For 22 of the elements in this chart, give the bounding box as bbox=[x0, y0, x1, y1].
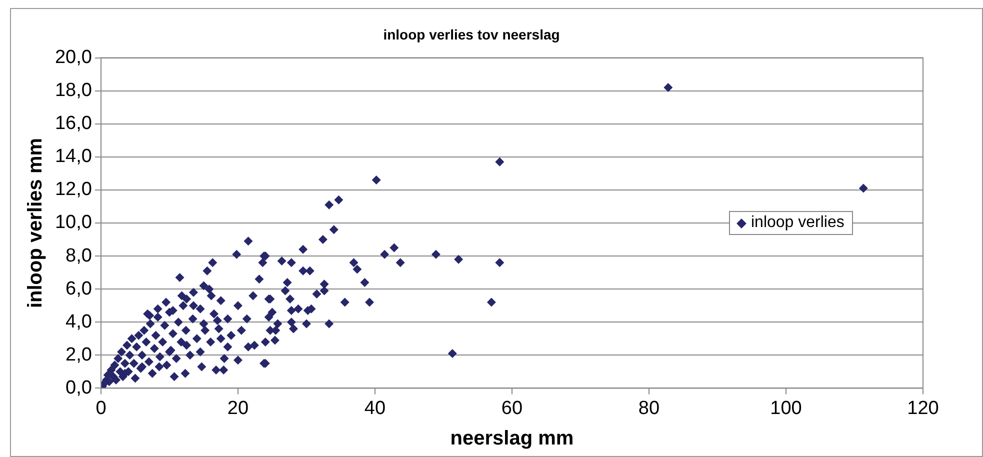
y-tick-label: 16,0 bbox=[54, 113, 92, 134]
y-tick-label: 6,0 bbox=[66, 278, 92, 300]
x-tick-label: 80 bbox=[638, 398, 660, 419]
legend-label: inloop verlies bbox=[751, 214, 844, 232]
x-tick-label: 100 bbox=[770, 398, 802, 419]
x-axis-title: neerslag mm bbox=[450, 428, 574, 450]
y-tick-label: 18,0 bbox=[54, 80, 92, 102]
chart-title: inloop verlies tov neerslag bbox=[383, 26, 560, 42]
y-tick-label: 12,0 bbox=[54, 179, 92, 200]
x-tick-label: 20 bbox=[227, 398, 249, 419]
y-tick-label: 20,0 bbox=[54, 47, 92, 68]
x-tick-label: 40 bbox=[364, 398, 386, 419]
x-tick-label: 0 bbox=[96, 398, 106, 419]
x-tick-label: 60 bbox=[501, 398, 523, 419]
y-tick-label: 10,0 bbox=[54, 212, 92, 234]
y-axis-title: inloop verlies mm bbox=[24, 138, 47, 308]
y-tick-label: 2,0 bbox=[66, 344, 92, 366]
y-tick-label: 8,0 bbox=[66, 245, 92, 266]
y-tick-label: 14,0 bbox=[54, 146, 92, 168]
y-tick-label: 4,0 bbox=[66, 311, 92, 332]
y-tick-label: 0,0 bbox=[66, 377, 92, 398]
x-tick-label: 120 bbox=[907, 398, 939, 419]
